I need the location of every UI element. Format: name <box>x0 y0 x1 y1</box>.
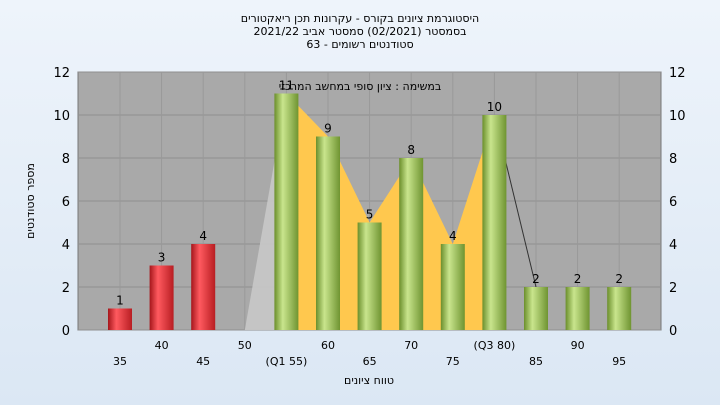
bar-value-label: 10 <box>487 100 502 114</box>
title-line-1: היסטוגרמת ציונים בקורס - עקרונות תכן ריא… <box>241 12 479 25</box>
y-tick-label-left: 4 <box>62 238 70 253</box>
title-line-3: סטודנטים רשומים - 63 <box>306 38 413 51</box>
x-tick-label: 60 <box>321 339 335 352</box>
y-tick-label-right: 6 <box>669 195 677 210</box>
x-tick-label: 50 <box>238 339 252 352</box>
bar-value-label: 5 <box>366 208 374 222</box>
x-tick-label: 90 <box>571 339 585 352</box>
gridlines <box>78 71 661 331</box>
y-tick-label-right: 0 <box>669 324 677 339</box>
x-tick-label: 65 <box>363 355 377 368</box>
bar-35 <box>108 308 132 330</box>
bar-75 <box>440 244 465 330</box>
bar-45 <box>191 244 216 330</box>
bar-65 <box>357 222 382 330</box>
bar-value-label: 1 <box>116 294 124 308</box>
y-axis-label: מספר סטודנטים <box>24 163 37 239</box>
x-tick-label: 95 <box>612 355 626 368</box>
y-tick-label-right: 12 <box>669 66 686 81</box>
bar-value-label: 4 <box>199 229 207 243</box>
x-tick-label: (Q1 55) <box>266 355 308 368</box>
y-tick-label-left: 0 <box>62 324 70 339</box>
y-tick-label-left: 8 <box>62 152 70 167</box>
bar-60 <box>316 136 340 330</box>
y-tick-label-right: 2 <box>669 281 677 296</box>
bar-value-label: 3 <box>158 251 166 265</box>
bar-85 <box>524 287 548 330</box>
bar-Q155 <box>274 93 299 330</box>
x-tick-label: 75 <box>446 355 460 368</box>
bar-Q380 <box>482 115 507 330</box>
bars <box>108 93 632 330</box>
title-line-2: בסמסטר (02/2021) סמסטר אביב 2021/22 <box>253 25 466 38</box>
y-tick-label-right: 8 <box>669 152 677 167</box>
bar-90 <box>565 287 590 330</box>
bar-95 <box>607 287 632 330</box>
x-tick-label: 40 <box>155 339 169 352</box>
y-tick-label-left: 6 <box>62 195 70 210</box>
y-tick-label-right: 4 <box>669 238 677 253</box>
bar-value-label: 8 <box>407 143 415 157</box>
bar-70 <box>399 158 424 330</box>
bar-value-label: 2 <box>615 272 623 286</box>
bar-value-label: 2 <box>532 272 540 286</box>
y-tick-label-left: 12 <box>53 66 70 81</box>
bar-value-label: 2 <box>574 272 582 286</box>
x-tick-label: (Q3 80) <box>474 339 516 352</box>
y-tick-label-right: 10 <box>669 109 686 124</box>
bar-value-label: 9 <box>324 122 332 136</box>
bar-40 <box>149 265 174 330</box>
x-axis-label: טווח ציונים <box>344 374 394 387</box>
bar-value-label: 4 <box>449 229 457 243</box>
chart-subtitle: במשימה : ציון סופי במחשב המרכזי <box>279 80 442 93</box>
value-labels: 1 3 4 11 9 5 8 4 10 2 2 2 <box>116 79 623 308</box>
x-tick-label: 70 <box>404 339 418 352</box>
y-tick-label-left: 10 <box>53 109 70 124</box>
x-tick-label: 45 <box>196 355 210 368</box>
x-tick-label: 85 <box>529 355 543 368</box>
x-tick-label: 35 <box>113 355 127 368</box>
bar-value-label: 11 <box>279 79 294 93</box>
y-tick-label-left: 2 <box>62 281 70 296</box>
chart-title: היסטוגרמת ציונים בקורס - עקרונות תכן ריא… <box>241 12 479 51</box>
